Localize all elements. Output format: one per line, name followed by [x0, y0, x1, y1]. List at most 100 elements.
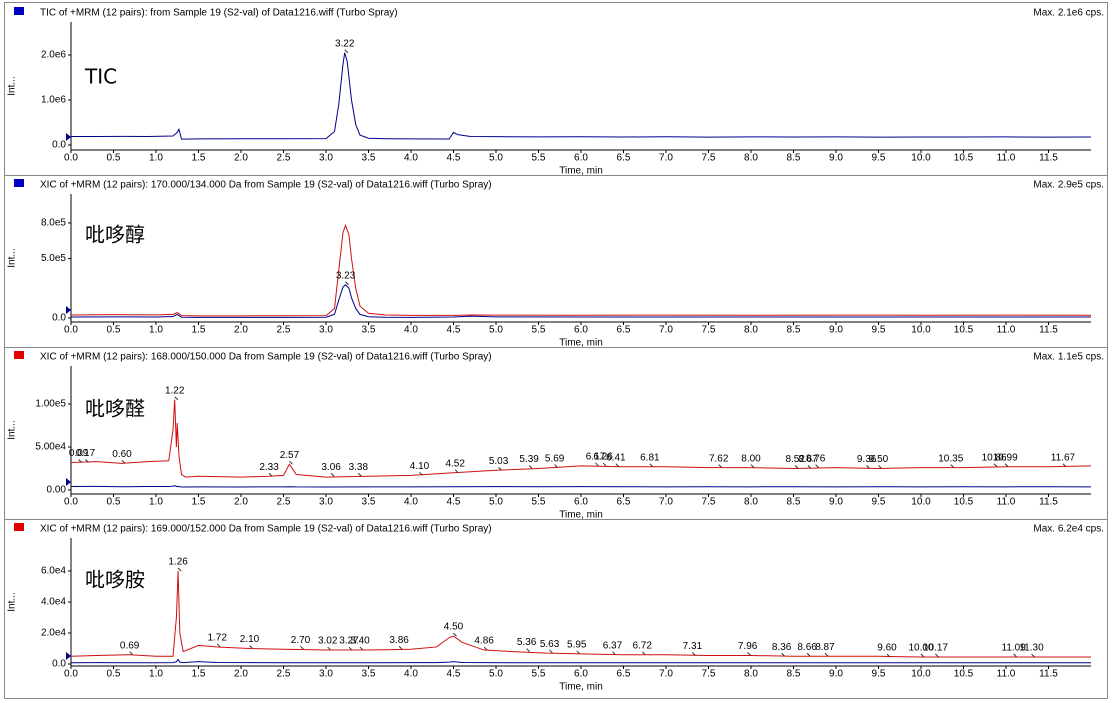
x-tick-label: 11.5 [1039, 153, 1058, 164]
peak-tick [649, 463, 654, 468]
peak-tick [177, 567, 182, 572]
x-tick-label: 6.0 [574, 153, 588, 164]
peak-tick [398, 645, 403, 650]
peak-tick [300, 645, 304, 650]
x-tick-label: 10.0 [911, 153, 931, 164]
y-tick-label: 6.0e4 [41, 566, 66, 577]
x-tick-label: 2.0 [234, 497, 248, 508]
peak-label: 8.00 [741, 453, 761, 464]
peak-tick [216, 643, 221, 648]
x-tick-label: 1.0 [149, 669, 163, 680]
x-tick-label: 10.0 [911, 497, 931, 508]
x-tick-label: 4.5 [447, 669, 461, 680]
peak-label: 7.62 [709, 453, 729, 464]
x-tick-label: 7.0 [659, 153, 673, 164]
peak-label: 5.95 [567, 640, 587, 651]
peak-label: 8.87 [815, 642, 835, 653]
x-tick-label: 8.0 [744, 669, 758, 680]
peak-label: 2.33 [259, 462, 279, 473]
trace [70, 284, 1091, 318]
x-tick-label: 4.5 [447, 153, 461, 164]
x-tick-label: 0.5 [107, 669, 121, 680]
x-tick-label: 4.5 [447, 325, 461, 336]
x-tick-label: 4.0 [404, 153, 418, 164]
x-tick-label: 3.0 [319, 669, 333, 680]
x-tick-label: 9.5 [872, 497, 886, 508]
y-axis-title: Int... [7, 248, 18, 267]
x-tick-label: 4.0 [404, 497, 418, 508]
x-tick-label: 8.0 [744, 325, 758, 336]
x-tick-label: 7.0 [659, 325, 673, 336]
x-tick-label: 6.0 [574, 325, 588, 336]
peak-tick [129, 651, 134, 656]
x-tick-label: 0.0 [64, 669, 78, 680]
x-tick-label: 7.0 [659, 497, 673, 508]
peak-label: 1.72 [207, 633, 227, 644]
peak-label: 4.86 [474, 636, 494, 647]
peak-tick [806, 652, 811, 657]
x-tick-label: 6.5 [617, 669, 631, 680]
x-tick-label: 7.5 [702, 497, 716, 508]
x-tick-label: 5.0 [489, 497, 503, 508]
x-tick-label: 11.0 [997, 153, 1016, 164]
peak-label: 3.22 [335, 38, 355, 49]
panel-title: XIC of +MRM (12 pairs): 168.000/150.000 … [40, 352, 492, 363]
peak-label: 5.69 [545, 453, 565, 464]
x-axis-title: Time, min [559, 338, 603, 349]
peak-tick [1031, 653, 1035, 658]
peak-label: 4.52 [445, 458, 465, 469]
peak-label: 8.76 [806, 453, 826, 464]
x-tick-label: 9.0 [829, 325, 843, 336]
peak-tick [249, 645, 253, 649]
y-axis-title: Int... [7, 76, 18, 95]
x-tick-label: 7.0 [659, 669, 673, 680]
peak-tick [498, 466, 502, 471]
trace [70, 223, 1092, 317]
x-tick-label: 8.0 [744, 153, 758, 164]
peak-tick [357, 472, 362, 477]
baseline-marker [66, 652, 71, 661]
peak-label: 1.26 [168, 557, 188, 568]
x-tick-label: 2.0 [234, 153, 248, 164]
peak-tick [174, 396, 179, 401]
x-tick-label: 2.5 [277, 497, 291, 508]
peak-label: 10.35 [938, 453, 963, 464]
x-tick-label: 0.5 [107, 497, 121, 508]
peak-tick [454, 469, 459, 474]
peak-label: 10.99 [993, 452, 1018, 463]
x-tick-label: 3.5 [362, 497, 376, 508]
peak-label: 8.36 [772, 642, 792, 653]
panel-title: XIC of +MRM (12 pairs): 169.000/152.000 … [40, 524, 492, 535]
peak-label: 0.17 [76, 448, 96, 459]
x-tick-label: 9.5 [872, 153, 886, 164]
peak-tick [615, 463, 620, 468]
y-tick-label: 0.0 [52, 313, 66, 324]
trace-color-box [14, 523, 24, 531]
x-tick-label: 5.0 [489, 325, 503, 336]
x-tick-label: 7.5 [702, 325, 716, 336]
baseline-marker [66, 478, 71, 487]
x-tick-label: 4.5 [447, 497, 461, 508]
y-tick-label: 5.0e5 [41, 253, 66, 264]
peak-tick [348, 646, 353, 651]
peak-tick [359, 646, 364, 651]
x-tick-label: 11.5 [1039, 497, 1058, 508]
x-tick-label: 0.5 [107, 325, 121, 336]
peak-label: 8.52 [785, 454, 805, 465]
peak-label: 6.41 [606, 452, 626, 463]
x-tick-label: 10.0 [911, 669, 931, 680]
peak-tick [526, 648, 530, 652]
compound-label: 吡哆醛 [85, 397, 145, 421]
x-tick-label: 10.5 [954, 325, 974, 336]
x-axis-title: Time, min [559, 166, 603, 177]
peak-tick [554, 464, 559, 468]
x-tick-label: 1.5 [192, 325, 206, 336]
peak-label: 6.81 [640, 452, 660, 463]
peak-label: 11.67 [1051, 452, 1076, 463]
peak-label: 2.70 [291, 635, 311, 646]
trace [70, 570, 1091, 658]
x-tick-label: 6.5 [617, 325, 631, 336]
x-tick-label: 2.0 [234, 325, 248, 336]
x-tick-label: 0.0 [64, 497, 78, 508]
